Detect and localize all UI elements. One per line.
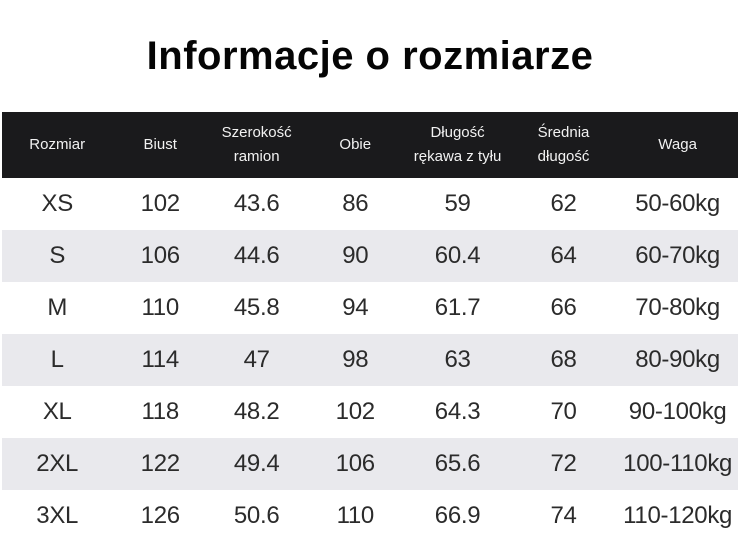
- size-table: Rozmiar Biust Szerokość ramion Obie Dług…: [2, 112, 738, 542]
- header-waga: Waga: [617, 112, 738, 178]
- cell-srednia-dlugosc: 68: [550, 346, 577, 373]
- cell-biust: 110: [141, 294, 180, 321]
- header-rozmiar: Rozmiar: [2, 112, 113, 178]
- cell-waga: 90-100kg: [628, 398, 727, 425]
- cell-waga: 80-90kg: [635, 346, 720, 373]
- cell-rozmiar: 2XL: [36, 450, 79, 477]
- cell-srednia-dlugosc: 64: [550, 242, 577, 269]
- cell-obie: 110: [336, 502, 375, 529]
- cell-obie: 86: [342, 190, 369, 217]
- header-srednia-dlugosc: Średnia długość: [509, 112, 618, 178]
- header-biust: Biust: [112, 112, 209, 178]
- cell-rozmiar: XL: [42, 398, 72, 425]
- cell-rozmiar: 3XL: [36, 502, 79, 529]
- cell-dlugosc-rekawa: 63: [444, 346, 471, 373]
- cell-rozmiar: M: [47, 294, 68, 321]
- table-row-xl: XL 118 48.2 102 64.3 70 90-100kg: [2, 386, 738, 438]
- cell-szerokosc-ramion: 45.8: [233, 294, 280, 321]
- cell-szerokosc-ramion: 44.6: [233, 242, 280, 269]
- cell-biust: 122: [140, 450, 180, 477]
- cell-obie: 98: [342, 346, 369, 373]
- cell-biust: 102: [140, 190, 180, 217]
- cell-szerokosc-ramion: 48.2: [233, 398, 280, 425]
- cell-dlugosc-rekawa: 64.3: [434, 398, 481, 425]
- cell-szerokosc-ramion: 47: [243, 346, 270, 373]
- table-row-2xl: 2XL 122 49.4 106 65.6 72 100-110kg: [2, 438, 738, 490]
- cell-srednia-dlugosc: 74: [550, 502, 577, 529]
- table-row-m: M 110 45.8 94 61.7 66 70-80kg: [2, 282, 738, 334]
- cell-szerokosc-ramion: 50.6: [233, 502, 280, 529]
- cell-szerokosc-ramion: 49.4: [233, 450, 280, 477]
- cell-waga: 50-60kg: [635, 190, 720, 217]
- cell-dlugosc-rekawa: 60.4: [434, 242, 481, 269]
- cell-srednia-dlugosc: 62: [550, 190, 577, 217]
- cell-biust: 106: [140, 242, 180, 269]
- cell-dlugosc-rekawa: 61.7: [434, 294, 481, 321]
- cell-waga: 70-80kg: [635, 294, 720, 321]
- cell-waga: 110-120kg: [623, 502, 733, 529]
- table-row-3xl: 3XL 126 50.6 110 66.9 74 110-120kg: [2, 490, 738, 542]
- cell-waga: 60-70kg: [635, 242, 720, 269]
- header-dlugosc-rekawa: Długość rękawa z tyłu: [405, 112, 510, 178]
- header-szerokosc-ramion: Szerokość ramion: [208, 112, 306, 178]
- cell-waga: 100-110kg: [623, 450, 733, 477]
- cell-srednia-dlugosc: 72: [550, 450, 577, 477]
- cell-srednia-dlugosc: 70: [550, 398, 577, 425]
- table-row-s: S 106 44.6 90 60.4 64 60-70kg: [2, 230, 738, 282]
- cell-dlugosc-rekawa: 66.9: [434, 502, 481, 529]
- cell-rozmiar: S: [49, 242, 66, 269]
- cell-rozmiar: XS: [41, 190, 73, 217]
- cell-dlugosc-rekawa: 65.6: [434, 450, 481, 477]
- header-obie: Obie: [305, 112, 406, 178]
- cell-biust: 114: [141, 346, 180, 373]
- table-row-l: L 114 47 98 63 68 80-90kg: [2, 334, 738, 386]
- table-row-xs: XS 102 43.6 86 59 62 50-60kg: [2, 178, 738, 230]
- cell-biust: 118: [141, 398, 180, 425]
- page-title: Informacje o rozmiarze: [146, 34, 594, 78]
- cell-obie: 102: [335, 398, 375, 425]
- header-row: Rozmiar Biust Szerokość ramion Obie Dług…: [2, 112, 738, 178]
- cell-szerokosc-ramion: 43.6: [233, 190, 280, 217]
- cell-srednia-dlugosc: 66: [550, 294, 577, 321]
- table-header: Rozmiar Biust Szerokość ramion Obie Dług…: [2, 112, 738, 178]
- cell-obie: 90: [342, 242, 369, 269]
- cell-biust: 126: [140, 502, 180, 529]
- cell-obie: 94: [342, 294, 369, 321]
- cell-obie: 106: [335, 450, 375, 477]
- table-body: XS 102 43.6 86 59 62 50-60kg S 106 44.6 …: [2, 178, 738, 542]
- cell-rozmiar: L: [50, 346, 64, 373]
- cell-dlugosc-rekawa: 59: [444, 190, 471, 217]
